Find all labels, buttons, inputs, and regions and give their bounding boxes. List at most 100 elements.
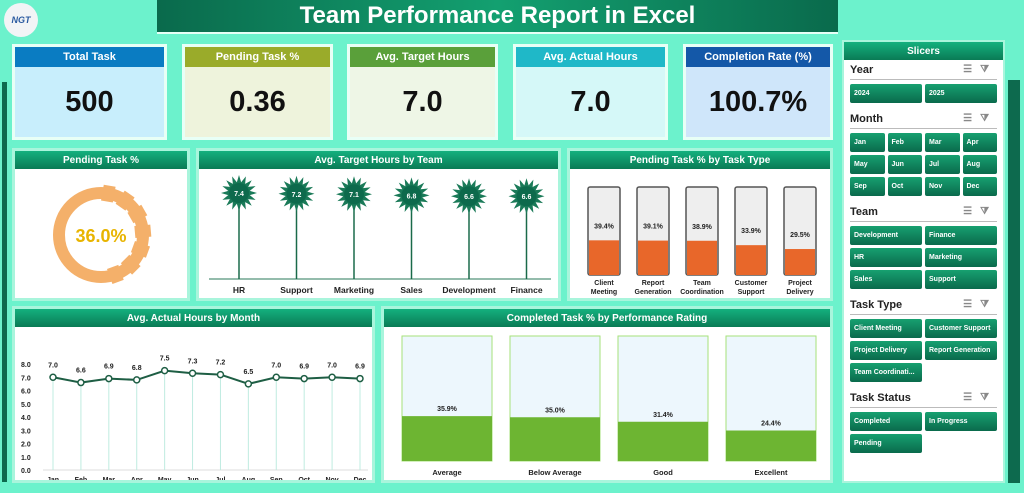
multi-select-icon[interactable]: ☰ (963, 299, 981, 310)
category-label: Development (442, 285, 496, 295)
slicer-button[interactable]: Customer Support (925, 319, 997, 338)
panel-title: Avg. Target Hours by Team (199, 151, 558, 169)
value-label: 39.1% (643, 224, 664, 231)
slicer-button[interactable]: Jun (887, 155, 922, 174)
clear-filter-icon[interactable]: ⧩ (980, 64, 997, 75)
slicer-button[interactable]: Client Meeting (850, 319, 922, 338)
donut-segment (115, 190, 135, 211)
slicer-button[interactable]: Project Delivery (850, 341, 922, 360)
multi-select-icon[interactable]: ☰ (963, 392, 981, 403)
slicer-button[interactable]: 2024 (850, 84, 922, 103)
slicer-button[interactable]: Support (925, 270, 997, 289)
slicer-button[interactable]: HR (850, 248, 922, 267)
slicer-button[interactable]: 2025 (925, 84, 997, 103)
line-series (52, 369, 361, 385)
bar (618, 421, 708, 461)
clear-filter-icon[interactable]: ⧩ (980, 392, 997, 403)
slicer-button[interactable]: Sep (850, 177, 885, 196)
value-label: 39.4% (594, 223, 615, 230)
slicer-button[interactable]: Marketing (925, 248, 997, 267)
x-tick-label: Aug (242, 477, 256, 480)
data-label: 6.9 (299, 364, 309, 371)
data-point (160, 366, 169, 375)
slicer-button[interactable]: Jul (925, 155, 960, 174)
multi-select-icon[interactable]: ☰ (963, 113, 981, 124)
slicer-button[interactable]: Completed (850, 412, 922, 431)
x-tick-label: Jan (47, 477, 59, 480)
slicer-button[interactable]: Feb (887, 133, 922, 152)
x-tick-label: Feb (75, 477, 87, 480)
panel-title: Completed Task % by Performance Rating (384, 309, 830, 327)
bar (687, 240, 717, 275)
slicers-panel: Slicers Year ☰⧩ 2024 2025 Month ☰⧩ Jan Feb Mar Ap… (842, 40, 1005, 483)
slicer-year: Year ☰⧩ 2024 2025 (844, 60, 1003, 103)
donut-segment (120, 254, 141, 275)
slicer-button[interactable]: Mar (925, 133, 960, 152)
category-label: Client (594, 280, 614, 287)
completed-rating-panel: Completed Task % by Performance Rating 3… (381, 306, 833, 483)
x-tick-label: Jul (215, 477, 225, 480)
category-label: Coordination (680, 289, 724, 296)
category-label: Support (280, 285, 313, 295)
slicer-button[interactable]: May (850, 155, 885, 174)
slicer-title: Year (850, 63, 874, 76)
slicer-button[interactable]: Oct (887, 177, 922, 196)
logo: NGT (4, 3, 38, 37)
slicer-button[interactable]: Dec (962, 177, 997, 196)
slicer-title: Task Type (850, 298, 903, 311)
slicer-title: Task Status (850, 391, 911, 404)
data-label: 7.2 (216, 360, 226, 367)
value-label: 38.9% (692, 224, 713, 231)
slicer-button[interactable]: Aug (962, 155, 997, 174)
x-tick-label: Oct (298, 477, 310, 480)
value-label: 6.6 (464, 194, 474, 201)
kpi-label: Avg. Target Hours (350, 47, 495, 67)
category-label: Report (642, 280, 665, 287)
multi-select-icon[interactable]: ☰ (963, 206, 981, 217)
y-tick-label: 1.0 (21, 455, 31, 462)
kpi-label: Pending Task % (185, 47, 330, 67)
y-tick-label: 8.0 (21, 362, 31, 369)
target-hours-panel: Avg. Target Hours by Team 7.4 HR 7.2 Suppor… (196, 148, 561, 301)
bar (638, 240, 668, 275)
x-tick-label: Apr (131, 477, 143, 480)
value-label: 33.9% (741, 228, 762, 235)
slicers-title: Slicers (844, 42, 1003, 60)
x-tick-label: Jun (186, 477, 198, 480)
scrollbar[interactable] (1008, 80, 1020, 483)
data-point (272, 373, 281, 381)
clear-filter-icon[interactable]: ⧩ (980, 113, 997, 124)
y-tick-label: 0.0 (21, 468, 31, 475)
x-tick-label: Sep (270, 477, 283, 480)
donut-segment (130, 240, 151, 258)
multi-select-icon[interactable]: ☰ (963, 64, 981, 75)
bar (736, 245, 766, 275)
category-label: Marketing (334, 285, 374, 295)
pending-type-chart: 39.4% Client Meeting 39.1% Report Generation 3… (587, 186, 817, 296)
bar (589, 240, 619, 275)
kpi-value: 7.0 (350, 67, 495, 137)
slicer-button[interactable]: Team Coordinati... (850, 363, 922, 382)
clear-filter-icon[interactable]: ⧩ (980, 206, 997, 217)
pending-type-panel: Pending Task % by Task Type 39.4% Client M… (567, 148, 833, 301)
slicer-button[interactable]: Report Generation (925, 341, 997, 360)
donut-segment (134, 224, 152, 239)
y-tick-label: 5.0 (21, 402, 31, 409)
clear-filter-icon[interactable]: ⧩ (980, 299, 997, 310)
kpi-label: Completion Rate (%) (686, 47, 830, 67)
data-label: 7.0 (48, 362, 58, 369)
value-label: 35.9% (437, 406, 458, 413)
kpi-value: 0.36 (185, 67, 330, 137)
data-label: 7.3 (188, 358, 198, 365)
slicer-button[interactable]: Pending (850, 434, 922, 453)
category-label: HR (233, 285, 245, 295)
slicer-button[interactable]: Sales (850, 270, 922, 289)
slicer-button[interactable]: Nov (925, 177, 960, 196)
actual-hours-line-chart: 0.0 1.0 2.0 3.0 4.0 5.0 6.0 7.0 8.0 Jan Feb Mar Apr M… (21, 356, 368, 484)
slicer-title: Month (850, 112, 883, 125)
slicer-button[interactable]: In Progress (925, 412, 997, 431)
slicer-button[interactable]: Jan (850, 133, 885, 152)
slicer-button[interactable]: Finance (925, 226, 997, 245)
slicer-button[interactable]: Apr (962, 133, 997, 152)
slicer-button[interactable]: Development (850, 226, 922, 245)
